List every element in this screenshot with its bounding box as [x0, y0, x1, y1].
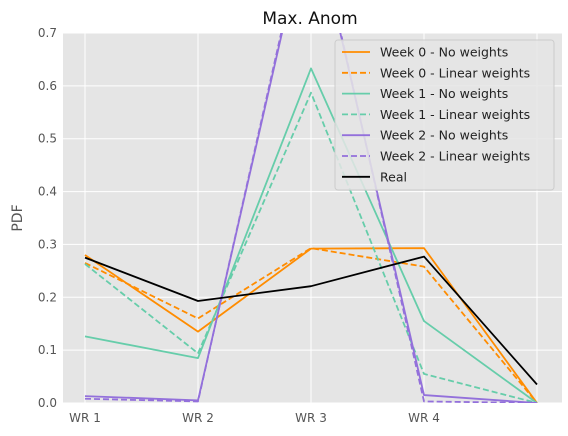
series-line	[84, 33, 538, 403]
legend-label: Week 2 - No weights	[380, 128, 508, 143]
y-tick-label: 0.0	[38, 396, 57, 410]
series-lines	[84, 33, 538, 403]
legend: Week 0 - No weights Week 0 - Linear weigh…	[334, 39, 555, 191]
series-line	[84, 247, 538, 403]
series-line	[84, 33, 538, 403]
x-tick-labels: WR 1 WR 2 WR 3 WR 4	[69, 411, 440, 425]
legend-label: Real	[380, 169, 407, 184]
y-tick-label: 0.2	[38, 290, 57, 304]
y-tick-label: 0.5	[38, 132, 57, 146]
y-tick-labels: 0.0 0.1 0.2 0.3 0.4 0.5 0.6 0.7	[38, 26, 57, 410]
y-tick-label: 0.1	[38, 343, 57, 357]
legend-label: Week 1 - No weights	[380, 86, 508, 101]
x-tick-label: WR 2	[182, 411, 214, 425]
chart-title: Max. Anom	[262, 9, 357, 29]
legend-box	[334, 39, 555, 191]
legend-label: Week 2 - Linear weights	[380, 149, 530, 164]
y-tick-label: 0.3	[38, 237, 57, 251]
series-line	[84, 91, 538, 403]
y-axis-title: PDF	[10, 204, 26, 231]
legend-label: Week 0 - No weights	[380, 45, 508, 60]
x-tick-label: WR 3	[295, 411, 327, 425]
x-tick-label: WR 1	[69, 411, 101, 425]
x-tick-label: WR 4	[408, 411, 440, 425]
legend-label: Week 0 - Linear weights	[380, 65, 530, 80]
legend-label: Week 1 - Linear weights	[380, 107, 530, 122]
series-line	[84, 67, 538, 403]
y-tick-label: 0.7	[38, 26, 57, 40]
series-line	[84, 255, 538, 386]
y-tick-label: 0.4	[38, 185, 57, 199]
y-tick-label: 0.6	[38, 79, 57, 93]
